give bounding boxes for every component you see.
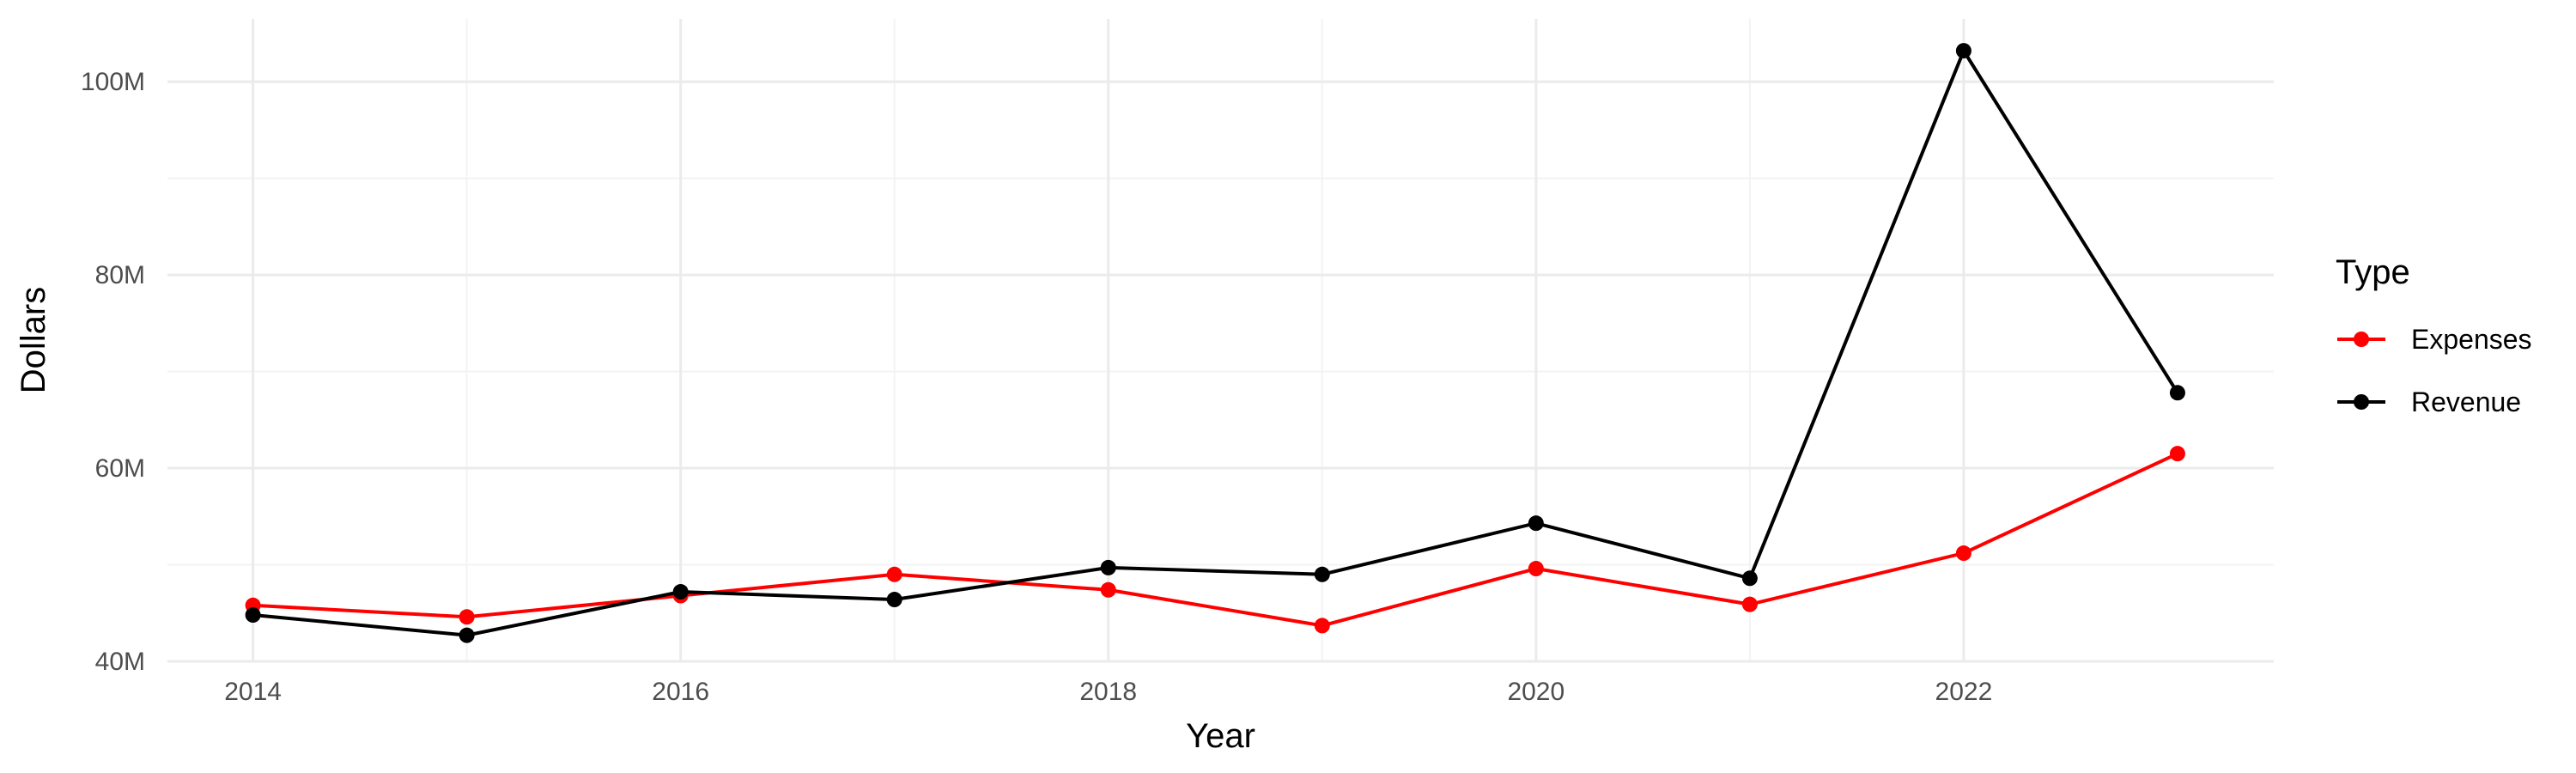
revenue-point xyxy=(1955,43,1971,59)
revenue-point xyxy=(886,592,902,608)
x-tick-label: 2014 xyxy=(224,678,282,706)
minor-gridlines xyxy=(167,19,2274,661)
y-tick-label: 60M xyxy=(95,454,145,483)
series-layer xyxy=(245,43,2185,643)
expenses-point xyxy=(1528,561,1544,577)
series-revenue xyxy=(245,43,2185,643)
legend-key-point xyxy=(2354,332,2369,347)
legend-label: Expenses xyxy=(2411,324,2532,355)
revenue-point xyxy=(2169,385,2185,401)
revenue-line xyxy=(252,49,2179,637)
revenue-point xyxy=(1314,566,1330,582)
revenue-point xyxy=(1100,559,1116,575)
legend-title: Type xyxy=(2336,253,2410,291)
expenses-line xyxy=(252,452,2178,628)
expenses-point xyxy=(1100,581,1116,598)
y-axis-title: Dollars xyxy=(15,287,52,393)
expenses-point xyxy=(1955,545,1971,562)
revenue-point xyxy=(672,584,689,600)
expenses-point xyxy=(1741,596,1758,612)
series-expenses xyxy=(245,446,2185,634)
revenue-point xyxy=(1741,570,1758,587)
y-axis-ticks: 40M 60M 80M 100M xyxy=(81,68,145,676)
x-axis-title: Year xyxy=(1186,717,1255,755)
y-tick-label: 40M xyxy=(95,648,145,676)
major-gridlines xyxy=(167,19,2274,663)
y-tick-label: 100M xyxy=(81,68,145,96)
legend-label: Revenue xyxy=(2411,386,2521,417)
x-tick-label: 2020 xyxy=(1507,678,1564,706)
legend-items: Expenses Revenue xyxy=(2337,324,2532,417)
y-tick-label: 80M xyxy=(95,261,145,289)
revenue-point xyxy=(245,607,261,624)
expenses-point xyxy=(2169,446,2185,462)
expenses-point xyxy=(1314,618,1330,634)
x-tick-label: 2018 xyxy=(1079,678,1137,706)
legend: Type Expenses Revenue xyxy=(2336,253,2532,417)
x-tick-label: 2022 xyxy=(1935,678,1993,706)
revenue-point xyxy=(459,627,475,643)
expenses-point xyxy=(459,609,475,625)
expenses-point xyxy=(886,566,902,582)
revenue-point xyxy=(1528,515,1544,532)
legend-key-point xyxy=(2354,394,2369,410)
legend-item-revenue: Revenue xyxy=(2337,386,2521,417)
x-tick-label: 2016 xyxy=(652,678,709,706)
x-axis-ticks: 2014 2016 2018 2020 2022 xyxy=(224,678,1992,706)
legend-item-expenses: Expenses xyxy=(2337,324,2532,355)
